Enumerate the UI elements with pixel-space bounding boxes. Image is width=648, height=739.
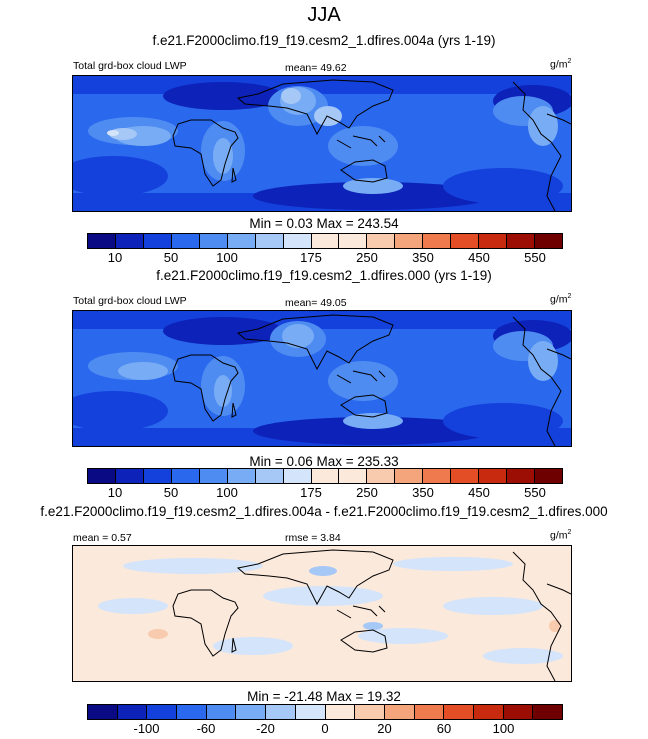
colorbar-swatch [177,705,207,719]
colorbar-swatch [507,234,535,248]
colorbar-swatch [367,234,396,248]
colorbar-tick-label: 100 [216,250,238,265]
panel1-map [72,75,572,212]
colorbar-swatch [535,234,562,248]
colorbar-swatch [423,469,452,483]
panel1-variable-label: Total grd-box cloud LWP [73,60,187,72]
panel3-colorbar [87,704,563,720]
colorbar-swatch [115,234,144,248]
panel3-mean-label: mean = 0.57 [73,532,132,544]
colorbar-tick-label: 250 [356,485,378,500]
colorbar-tick-label: 250 [356,250,378,265]
colorbar-swatch [147,705,178,719]
panel3-colorbar-ticks: -100 -60 -20 0 20 60 100 [87,721,563,737]
colorbar-swatch [395,234,424,248]
panel1-colorbar [87,233,563,249]
colorbar-tick-label: -100 [133,721,160,736]
colorbar-tick-label: 0 [321,721,329,736]
colorbar-tick-label: 550 [524,250,546,265]
colorbar-swatch [479,469,508,483]
colorbar-swatch [255,234,284,248]
colorbar-tick-label: 10 [107,250,123,265]
colorbar-swatch [444,705,474,719]
colorbar-swatch [88,234,116,248]
colorbar-tick-label: 20 [377,721,392,736]
colorbar-tick-label: 350 [412,485,434,500]
colorbar-swatch [227,469,256,483]
panel3-map [72,545,572,682]
colorbar-swatch [423,234,452,248]
colorbar-tick-label: 175 [300,250,322,265]
colorbar-swatch [533,705,562,719]
colorbar-swatch [117,705,148,719]
colorbar-swatch [88,705,118,719]
panel3-units: g/m2 [550,529,572,542]
colorbar-tick-label: -60 [196,721,216,736]
colorbar-swatch [171,234,200,248]
colorbar-swatch [395,469,424,483]
colorbar-swatch [143,469,172,483]
colorbar-swatch [325,705,356,719]
colorbar-swatch [88,469,116,483]
colorbar-tick-label: 100 [216,485,238,500]
colorbar-swatch [535,469,562,483]
colorbar-swatch [311,469,340,483]
colorbar-swatch [295,705,326,719]
panel2-mean-label: mean= 49.05 [285,297,347,309]
colorbar-tick-label: 50 [163,485,179,500]
colorbar-swatch [367,469,396,483]
colorbar-swatch [206,705,237,719]
colorbar-swatch [507,469,535,483]
colorbar-swatch [143,234,172,248]
colorbar-tick-label: 450 [468,250,490,265]
panel1-mean-label: mean= 49.62 [285,62,347,74]
colorbar-tick-label: 10 [107,485,123,500]
colorbar-swatch [451,234,480,248]
colorbar-tick-label: 175 [300,485,322,500]
colorbar-tick-label: 100 [492,721,515,736]
colorbar-swatch [339,469,368,483]
panel2-minmax: Min = 0.06 Max = 235.33 [249,454,399,469]
colorbar-swatch [384,705,415,719]
panel1-colorbar-ticks: 10 50 100 175 250 350 450 550 [87,250,563,266]
colorbar-tick-label: 550 [524,485,546,500]
colorbar-swatch [503,705,534,719]
colorbar-swatch [283,234,312,248]
colorbar-tick-label: 50 [163,250,179,265]
colorbar-swatch [479,234,508,248]
colorbar-swatch [311,234,340,248]
colorbar-swatch [255,469,284,483]
colorbar-swatch [339,234,368,248]
colorbar-tick-label: 60 [436,721,452,736]
colorbar-swatch [199,234,228,248]
colorbar-swatch [199,469,228,483]
colorbar-swatch [171,469,200,483]
colorbar-swatch [115,469,144,483]
colorbar-swatch [355,705,385,719]
panel1-case-title: f.e21.F2000climo.f19_f19.cesm2_1.dfires.… [152,33,496,48]
panel2-case-title: f.e21.F2000climo.f19_f19.cesm2_1.dfires.… [156,268,492,283]
panel2-map [72,310,572,447]
colorbar-tick-label: 450 [468,485,490,500]
colorbar-tick-label: -20 [256,721,275,736]
panel1-units: g/m2 [550,58,572,71]
colorbar-swatch [283,469,312,483]
colorbar-swatch [266,705,296,719]
panel2-colorbar [87,468,563,484]
panel2-variable-label: Total grd-box cloud LWP [73,295,187,307]
colorbar-swatch [227,234,256,248]
colorbar-swatch [451,469,480,483]
panel3-case-title: f.e21.F2000climo.f19_f19.cesm2_1.dfires.… [40,504,608,519]
panel3-minmax: Min = -21.48 Max = 19.32 [247,689,401,704]
colorbar-swatch [414,705,445,719]
colorbar-swatch [473,705,504,719]
panel3-rmse-label: rmse = 3.84 [285,532,341,544]
colorbar-swatch [236,705,267,719]
colorbar-tick-label: 350 [412,250,434,265]
panel2-units: g/m2 [550,293,572,306]
season-title: JJA [307,4,341,26]
panel1-minmax: Min = 0.03 Max = 243.54 [249,216,399,231]
panel2-colorbar-ticks: 10 50 100 175 250 350 450 550 [87,485,563,501]
